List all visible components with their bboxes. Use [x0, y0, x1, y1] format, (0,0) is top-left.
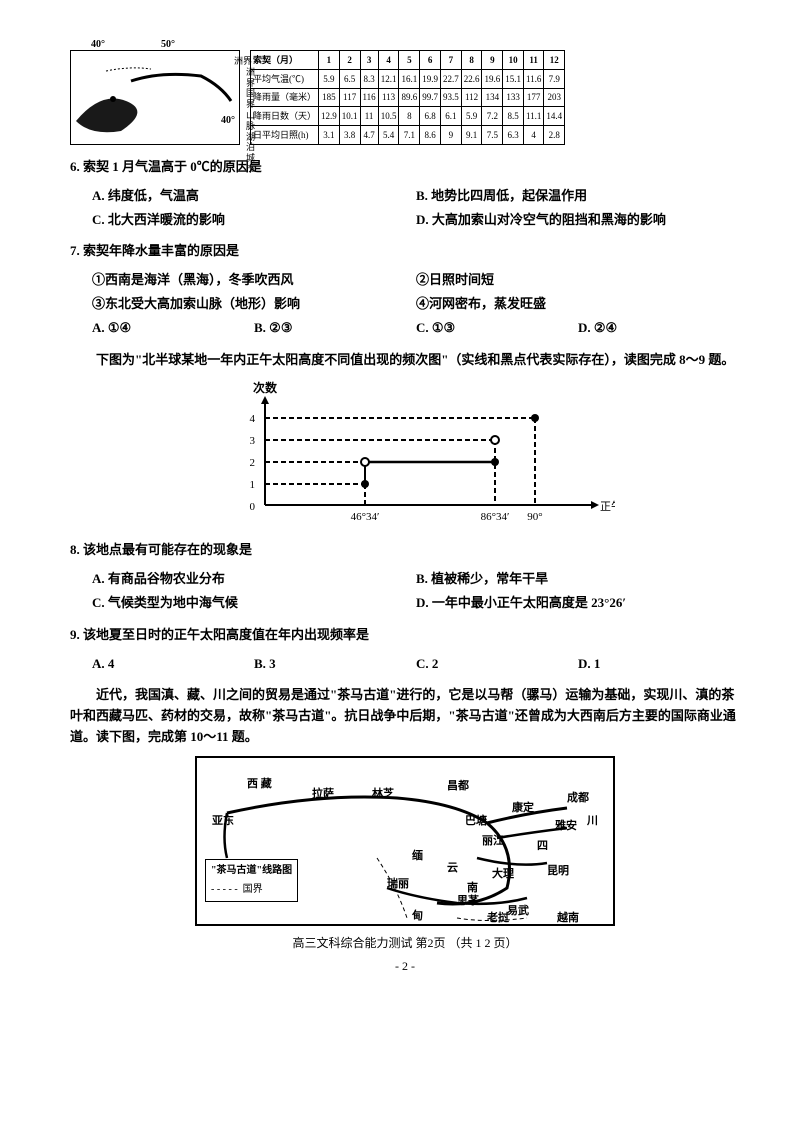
place-changdu: 昌都	[447, 778, 469, 796]
place-chengdu: 成都	[567, 790, 589, 808]
place-xizang: 西 藏	[247, 776, 272, 794]
svg-text:90°: 90°	[527, 511, 542, 523]
map-svg	[71, 51, 241, 146]
place-kangding: 康定	[512, 800, 534, 818]
place-dian: 甸	[412, 908, 423, 926]
q7-stem: 7. 索契年降水量丰富的原因是	[70, 241, 740, 262]
q7-subitems: ①西南是海洋（黑海），冬季吹西风 ②日照时间短 ③东北受大高加索山脉（地形）影响…	[92, 270, 740, 318]
q8-c: C. 气候类型为地中海气候	[92, 593, 416, 614]
q6-b: B. 地势比四周低，起保温作用	[416, 186, 740, 207]
q8-a: A. 有商品谷物农业分布	[92, 569, 416, 590]
q6-a: A. 纬度低，气温高	[92, 186, 416, 207]
q6-d: D. 大高加索山对冷空气的阻挡和黑海的影响	[416, 210, 740, 231]
q8-b: B. 植被稀少，常年干旱	[416, 569, 740, 590]
passage-89: 下图为"北半球某地一年内正午太阳高度不同值出现的频次图"（实线和黑点代表实际存在…	[70, 350, 740, 371]
place-yaan: 雅安	[555, 818, 577, 836]
lon-left: 40°	[91, 37, 105, 53]
q9-stem: 9. 该地夏至日时的正午太阳高度值在年内出现频率是	[70, 625, 740, 646]
place-lasa: 拉萨	[312, 786, 334, 804]
place-batang: 巴塘	[465, 813, 487, 831]
q7-a: A. ①④	[92, 318, 254, 339]
q9-a: A. 4	[92, 654, 254, 675]
passage-1011: 近代，我国滇、藏、川之间的贸易是通过"茶马古道"进行的，它是以马帮（骡马）运输为…	[70, 685, 740, 747]
q7-s3: ③东北受大高加索山脉（地形）影响	[92, 294, 416, 315]
lon-right: 50°	[161, 37, 175, 53]
climate-table: 索契（月）123456789101112平均气温(℃)5.96.58.312.1…	[250, 50, 565, 145]
place-simao: 思茅	[457, 893, 479, 911]
place-laowo: 老挝	[487, 910, 509, 928]
legend-item: 城市	[246, 153, 255, 175]
map-legend: 洲界 洲界 国界 山脉 湖泊 城市	[246, 56, 255, 175]
svg-text:2: 2	[250, 457, 256, 469]
route-legend: "茶马古道"线路图 - - - - - 国界	[205, 859, 298, 902]
place-lijiang: 丽江	[482, 833, 504, 851]
q7-c: C. ①③	[416, 318, 578, 339]
q7-s1: ①西南是海洋（黑海），冬季吹西风	[92, 270, 416, 291]
svg-text:0: 0	[250, 501, 256, 513]
svg-text:正午太阳高度: 正午太阳高度	[600, 499, 615, 513]
place-yiwu: 易武	[507, 903, 529, 921]
legend-item: 洲界	[234, 56, 255, 67]
q7-d: D. ②④	[578, 318, 740, 339]
svg-text:1: 1	[250, 479, 256, 491]
place-yun: 云	[447, 860, 458, 878]
top-row: 40° 50° 40° 洲界 洲界 国界 山脉 湖泊 城市 索契（月）12345…	[70, 50, 740, 145]
legend-item: 国界	[246, 88, 255, 110]
q8-options: A. 有商品谷物农业分布 B. 植被稀少，常年干旱 C. 气候类型为地中海气候 …	[92, 569, 740, 617]
q7-b: B. ②③	[254, 318, 416, 339]
tea-horse-road-map: 西 藏 拉萨 林芝 昌都 康定 成都 川 亚东 巴塘 丽江 雅安 四 瑞丽 云 …	[195, 756, 615, 926]
place-mian: 缅	[412, 848, 423, 866]
place-yadong: 亚东	[212, 813, 234, 831]
place-ruili: 瑞丽	[387, 876, 409, 894]
q7-s4: ④河网密布，蒸发旺盛	[416, 294, 740, 315]
place-yuenan: 越南	[557, 910, 579, 928]
frequency-chart: 次数 0 1 2 3 4 46°34′ 86°34′ 90° 正午太阳高度	[195, 380, 615, 530]
y-label: 次数	[253, 380, 278, 395]
q8-stem: 8. 该地点最有可能存在的现象是	[70, 540, 740, 561]
q8-d: D. 一年中最小正午太阳高度是 23°26′	[416, 593, 740, 614]
q9-options: A. 4 B. 3 C. 2 D. 1	[92, 654, 740, 678]
q6-c: C. 北大西洋暖流的影响	[92, 210, 416, 231]
q9-c: C. 2	[416, 654, 578, 675]
svg-text:86°34′: 86°34′	[481, 511, 510, 523]
q9-b: B. 3	[254, 654, 416, 675]
page-number: - 2 -	[70, 957, 740, 976]
svg-text:3: 3	[250, 435, 256, 447]
legend-item: 山脉	[246, 110, 255, 132]
legend-border: - - - - - 国界	[211, 882, 292, 898]
legend-item: 洲界	[246, 67, 255, 89]
svg-text:46°34′: 46°34′	[351, 511, 380, 523]
place-si: 四	[537, 838, 548, 856]
legend-title: "茶马古道"线路图	[211, 863, 292, 879]
q7-s2: ②日照时间短	[416, 270, 740, 291]
q6-stem: 6. 索契 1 月气温高于 0℃的原因是	[70, 157, 740, 178]
q6-options: A. 纬度低，气温高 B. 地势比四周低，起保温作用 C. 北大西洋暖流的影响 …	[92, 186, 740, 234]
lat: 40°	[221, 113, 235, 129]
sochi-map: 40° 50° 40° 洲界 洲界 国界 山脉 湖泊 城市	[70, 50, 240, 145]
q7-options: A. ①④ B. ②③ C. ①③ D. ②④	[92, 318, 740, 342]
place-chuan: 川	[587, 813, 598, 831]
page-footer: 高三文科综合能力测试 第2页 （共 1 2 页）	[70, 934, 740, 953]
place-kunming: 昆明	[547, 863, 569, 881]
svg-text:4: 4	[250, 413, 256, 425]
place-dali: 大理	[492, 866, 514, 884]
place-linzhi: 林芝	[372, 786, 394, 804]
legend-item: 湖泊	[246, 132, 255, 154]
chart-svg: 次数 0 1 2 3 4 46°34′ 86°34′ 90° 正午太阳高度	[195, 380, 615, 530]
q9-d: D. 1	[578, 654, 740, 675]
